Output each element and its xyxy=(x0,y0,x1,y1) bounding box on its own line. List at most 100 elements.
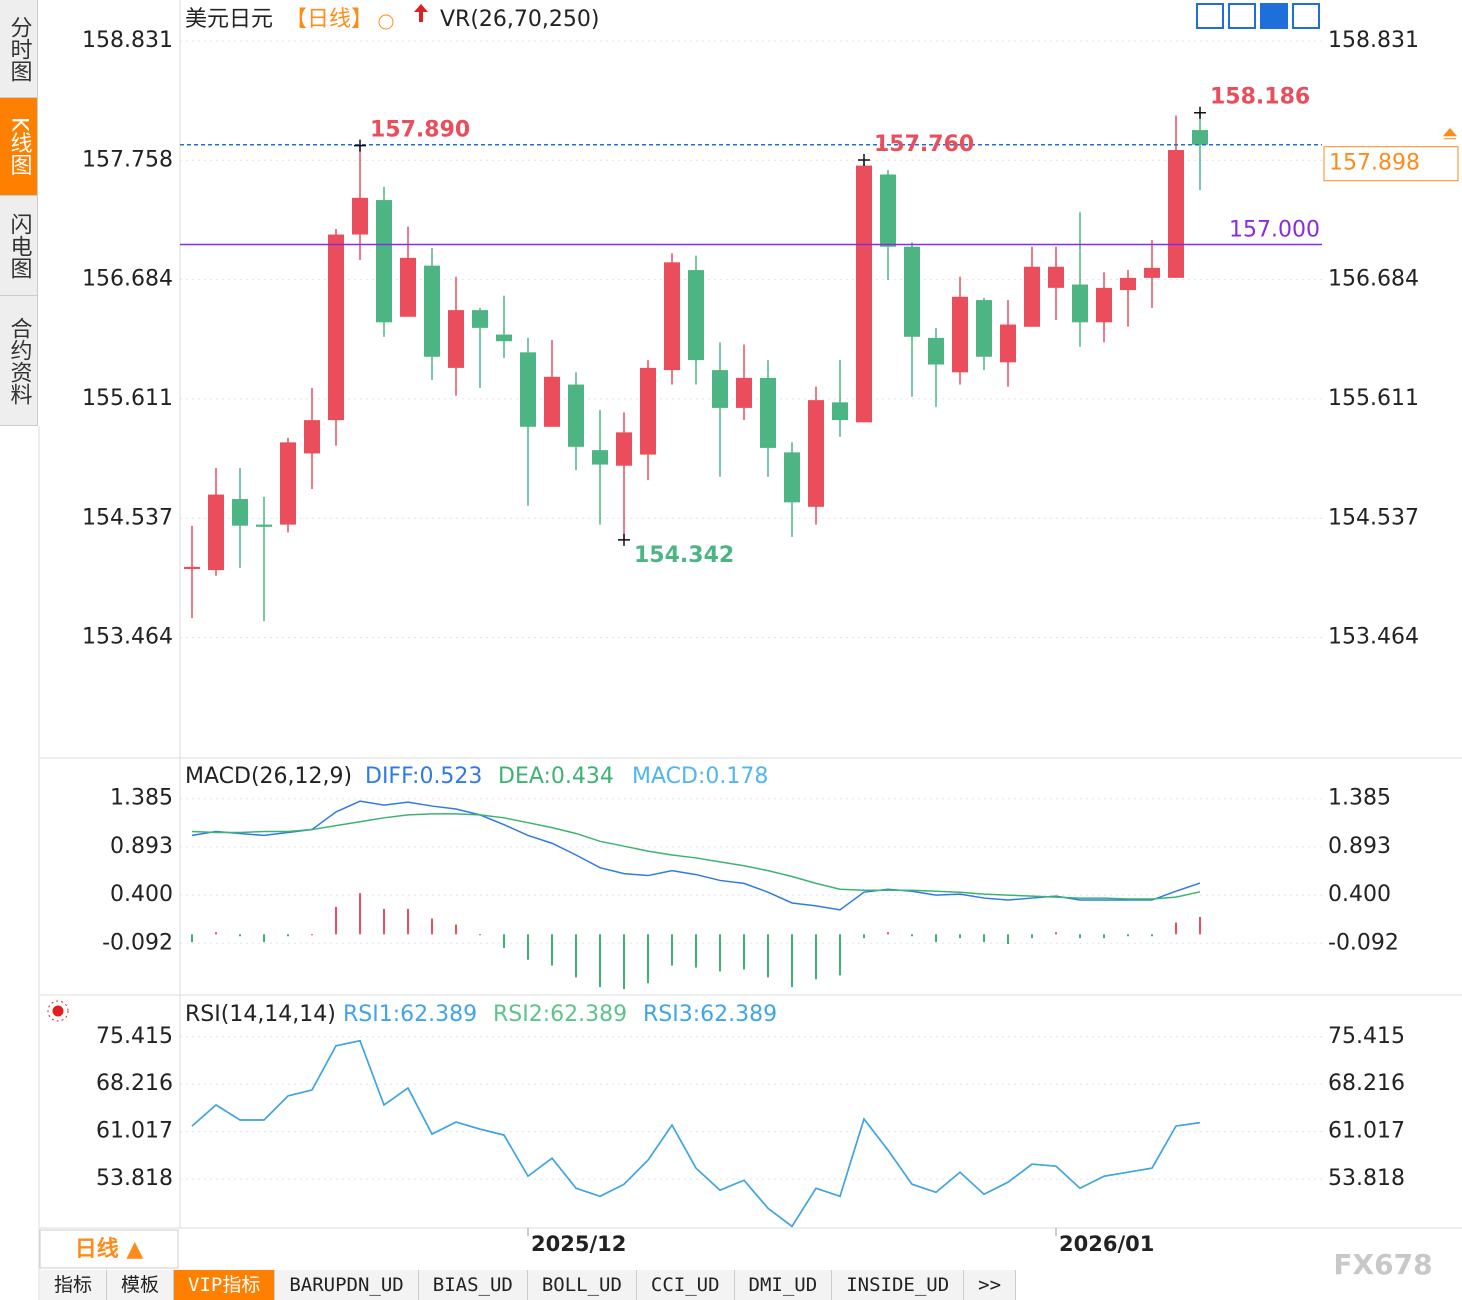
extreme-label: 158.186 xyxy=(1210,85,1310,110)
series-line xyxy=(191,1039,1201,1228)
candle-body xyxy=(1096,287,1112,323)
y-tick-label: 68.216 xyxy=(96,1071,173,1096)
level-label: 157.000 xyxy=(1229,218,1320,243)
sidebar-tab[interactable]: 闪电图 xyxy=(0,196,38,296)
panel-title: MACD(26,12,9) xyxy=(185,764,352,789)
sidebar-tab[interactable]: 分时图 xyxy=(0,0,38,98)
macd-bar xyxy=(935,934,937,943)
y2-tick-label: -0.092 xyxy=(1328,930,1399,955)
macd-bar xyxy=(743,934,745,970)
macd-bar xyxy=(719,934,721,972)
candle-body xyxy=(544,376,560,427)
macd-bar xyxy=(695,934,697,968)
icon[interactable] xyxy=(414,4,428,22)
legend: RSI3:62.389 xyxy=(643,1002,777,1027)
candle-body xyxy=(184,566,200,570)
candle-body xyxy=(664,262,680,371)
extreme-label: 157.890 xyxy=(370,118,470,143)
bottom-tab[interactable]: BOLL_UD xyxy=(527,1270,637,1300)
y-tick-label: 0.400 xyxy=(110,882,173,907)
candle-body xyxy=(856,165,872,423)
y2-tick-label: 1.385 xyxy=(1328,786,1391,811)
macd-bar xyxy=(527,934,529,960)
bottom-tab[interactable]: CCI_UD xyxy=(636,1270,735,1300)
y-tick-label: 156.684 xyxy=(82,267,173,292)
macd-bar xyxy=(311,934,313,936)
y2-tick-label: 153.464 xyxy=(1328,625,1419,650)
macd-bar xyxy=(1055,932,1057,935)
indicator: VR(26,70,250) xyxy=(440,7,599,32)
bottom-tab[interactable]: 指标 xyxy=(40,1270,108,1300)
icon[interactable] xyxy=(47,1000,69,1022)
extreme-marker xyxy=(858,154,870,167)
legend: RSI2:62.389 xyxy=(493,1002,627,1027)
macd-bar xyxy=(455,924,457,935)
macd-bar xyxy=(1199,916,1201,935)
candle-body xyxy=(496,334,512,342)
macd-bar xyxy=(1103,934,1105,939)
candle-body xyxy=(352,197,368,235)
macd-bar xyxy=(215,932,217,935)
y2-tick-label: 0.893 xyxy=(1328,834,1391,859)
macd-bar xyxy=(959,934,961,939)
bottom-tab[interactable]: BIAS_UD xyxy=(418,1270,528,1300)
bottom-tab[interactable]: 模板 xyxy=(107,1270,175,1300)
macd-bar xyxy=(983,934,985,943)
last-price-box xyxy=(1323,146,1459,182)
toolbar[interactable] xyxy=(1196,3,1320,29)
bottom-tabs: 指标 模板 VIP指标 BARUPDN_UD BIAS_UD BOLL_UD CCI_UD D… xyxy=(40,1270,1017,1300)
macd-bar xyxy=(359,893,361,935)
macd-bar xyxy=(1127,934,1129,937)
macd-bar xyxy=(839,934,841,976)
symbol: 美元日元 xyxy=(185,7,273,32)
candle-body xyxy=(712,370,728,408)
sidebar-tab[interactable]: 合约资料 xyxy=(0,296,38,426)
macd-bar xyxy=(575,934,577,978)
sidebar-tab[interactable]: K线图 xyxy=(0,98,38,196)
x-tick-label: 2025/12 xyxy=(531,1232,626,1256)
macd-bar xyxy=(767,934,769,978)
macd-bar xyxy=(1151,934,1153,937)
candle-body xyxy=(568,384,584,447)
bottom-tab[interactable]: BARUPDN_UD xyxy=(275,1270,419,1300)
macd-bar xyxy=(503,934,505,948)
candle-body xyxy=(1024,266,1040,327)
macd-bar xyxy=(647,934,649,984)
macd-bar xyxy=(815,934,817,980)
icon[interactable] xyxy=(378,14,394,30)
macd-bar xyxy=(863,934,865,939)
y2-tick-label: 75.415 xyxy=(1328,1024,1405,1049)
y2-tick-label: 155.611 xyxy=(1328,386,1419,411)
candle-body xyxy=(640,367,656,455)
candle-body xyxy=(1144,267,1160,278)
macd-bar xyxy=(791,934,793,988)
bottom-tab[interactable]: INSIDE_UD xyxy=(832,1270,965,1300)
y-tick-label: 1.385 xyxy=(110,786,173,811)
frame xyxy=(38,0,1462,1300)
period-button[interactable] xyxy=(39,1229,179,1269)
candle-body xyxy=(280,442,296,525)
x-tick-label: 2026/01 xyxy=(1059,1232,1154,1256)
period-button-label[interactable]: 日线 ▲ xyxy=(75,1236,144,1262)
y2-tick-label: 53.818 xyxy=(1328,1166,1405,1191)
candle-body xyxy=(400,257,416,317)
y2-tick-label: 68.216 xyxy=(1328,1071,1405,1096)
bottom-tab[interactable]: >> xyxy=(964,1270,1017,1300)
macd-bar xyxy=(287,934,289,937)
y2-tick-label: 61.017 xyxy=(1328,1119,1405,1144)
extreme-marker xyxy=(1194,106,1206,119)
macd-bar xyxy=(1175,922,1177,935)
candle-body xyxy=(592,450,608,465)
extreme-marker xyxy=(618,533,630,546)
macd-bar xyxy=(431,918,433,935)
y2-tick-label: 0.400 xyxy=(1328,882,1391,907)
macd-bar xyxy=(1007,934,1009,945)
macd-bar xyxy=(599,934,601,988)
candle-body xyxy=(1168,150,1184,278)
candle-body xyxy=(928,337,944,365)
macd-bar xyxy=(551,934,553,966)
bottom-tab[interactable]: VIP指标 xyxy=(174,1270,276,1300)
panel-title: RSI(14,14,14) xyxy=(185,1002,336,1027)
bottom-tab[interactable]: DMI_UD xyxy=(734,1270,833,1300)
